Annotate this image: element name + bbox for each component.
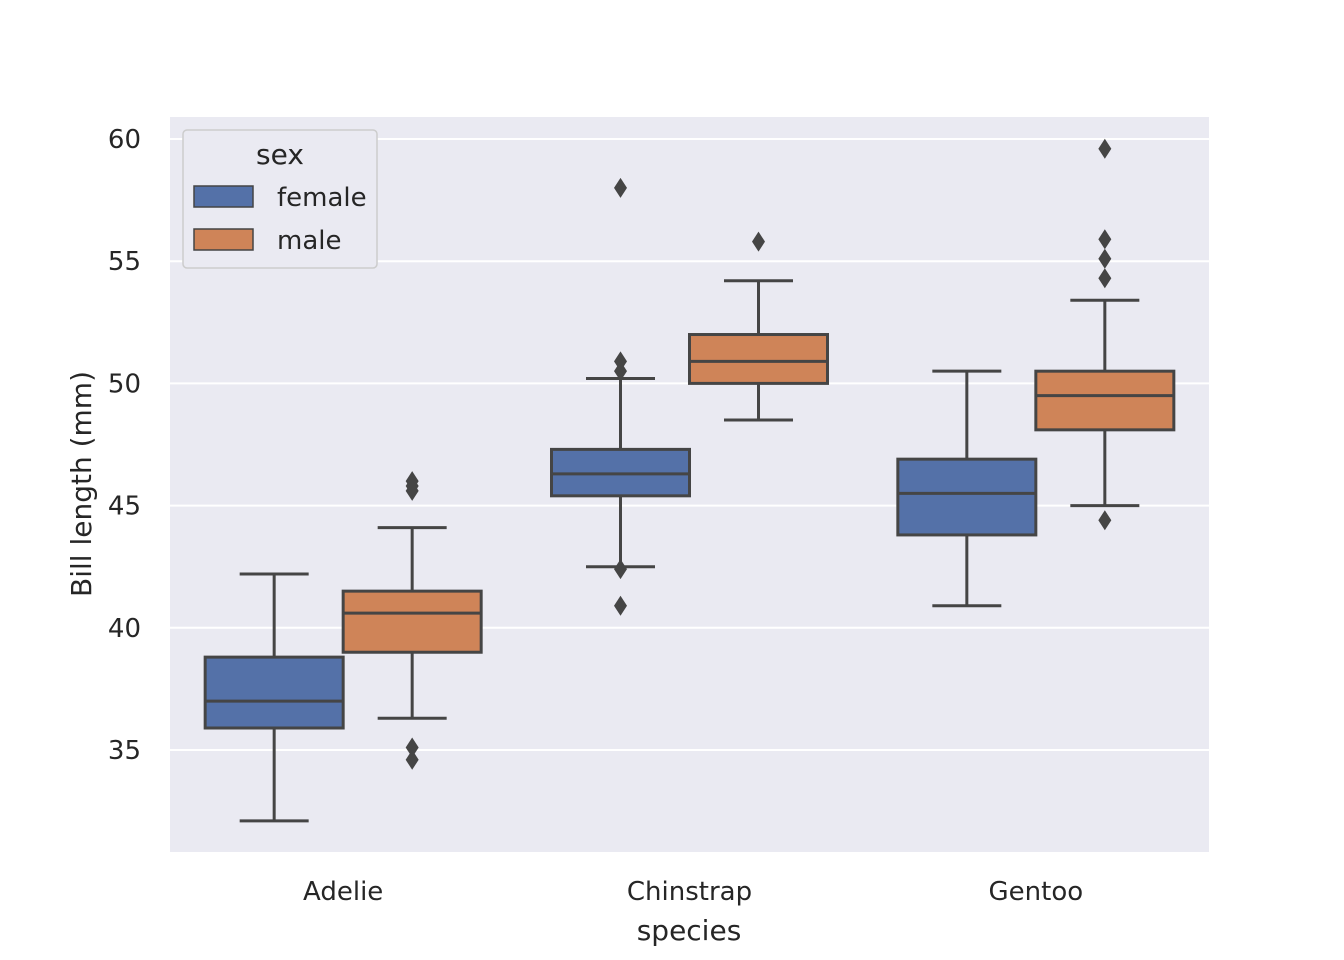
y-tick-label-40: 40 [108, 614, 141, 644]
outlier-male-adelie-0 [405, 749, 419, 770]
outlier-male-gentoo-4 [1098, 138, 1112, 159]
outlier-female-chinstrap-3 [614, 351, 627, 372]
box-female-gentoo [896, 369, 1038, 608]
outlier-male-gentoo-2 [1098, 248, 1112, 269]
legend-label-male: male [277, 226, 341, 256]
y-tick-label-35: 35 [108, 736, 141, 766]
outlier-female-chinstrap-4 [614, 177, 627, 198]
iqr-box-female-adelie [203, 655, 345, 730]
iqr-box-male-adelie [341, 589, 483, 654]
legend-title: sex [256, 138, 304, 171]
box-male-chinstrap [688, 231, 829, 422]
legend-label-female: female [277, 183, 367, 213]
y-tick-label-45: 45 [108, 492, 141, 522]
x-tick-label-chinstrap: Chinstrap [627, 877, 752, 907]
outlier-male-adelie-1 [405, 737, 419, 758]
box-female-chinstrap [550, 177, 691, 616]
outlier-male-gentoo-0 [1098, 510, 1112, 531]
outlier-female-chinstrap-0 [614, 595, 627, 616]
y-tick-label-60: 60 [108, 125, 141, 155]
iqr-box-female-gentoo [896, 457, 1038, 537]
box-male-gentoo [1034, 138, 1176, 531]
iqr-box-male-gentoo [1034, 369, 1176, 432]
outlier-male-gentoo-1 [1098, 268, 1112, 289]
y-axis-label: Bill length (mm) [65, 371, 98, 597]
legend-swatch-male [193, 228, 254, 251]
legend: sex female male [182, 129, 378, 269]
y-tick-label-50: 50 [108, 369, 141, 399]
box-female-adelie [203, 572, 345, 823]
x-axis-ticks: Adelie Chinstrap Gentoo [303, 877, 1083, 907]
x-axis-label: species [637, 914, 742, 947]
box-marks [203, 138, 1176, 823]
outlier-female-chinstrap-1 [614, 559, 627, 580]
legend-swatch-female [193, 185, 254, 208]
iqr-box-male-chinstrap [688, 333, 829, 385]
x-tick-label-gentoo: Gentoo [989, 877, 1084, 907]
x-tick-label-adelie: Adelie [303, 877, 383, 907]
outlier-male-gentoo-3 [1098, 229, 1112, 250]
y-axis-ticks: 35 40 45 50 55 60 [108, 125, 141, 766]
outlier-male-chinstrap-0 [752, 231, 765, 252]
y-tick-label-55: 55 [108, 247, 141, 277]
box-male-adelie [341, 471, 483, 770]
outlier-male-adelie-4 [405, 471, 419, 492]
